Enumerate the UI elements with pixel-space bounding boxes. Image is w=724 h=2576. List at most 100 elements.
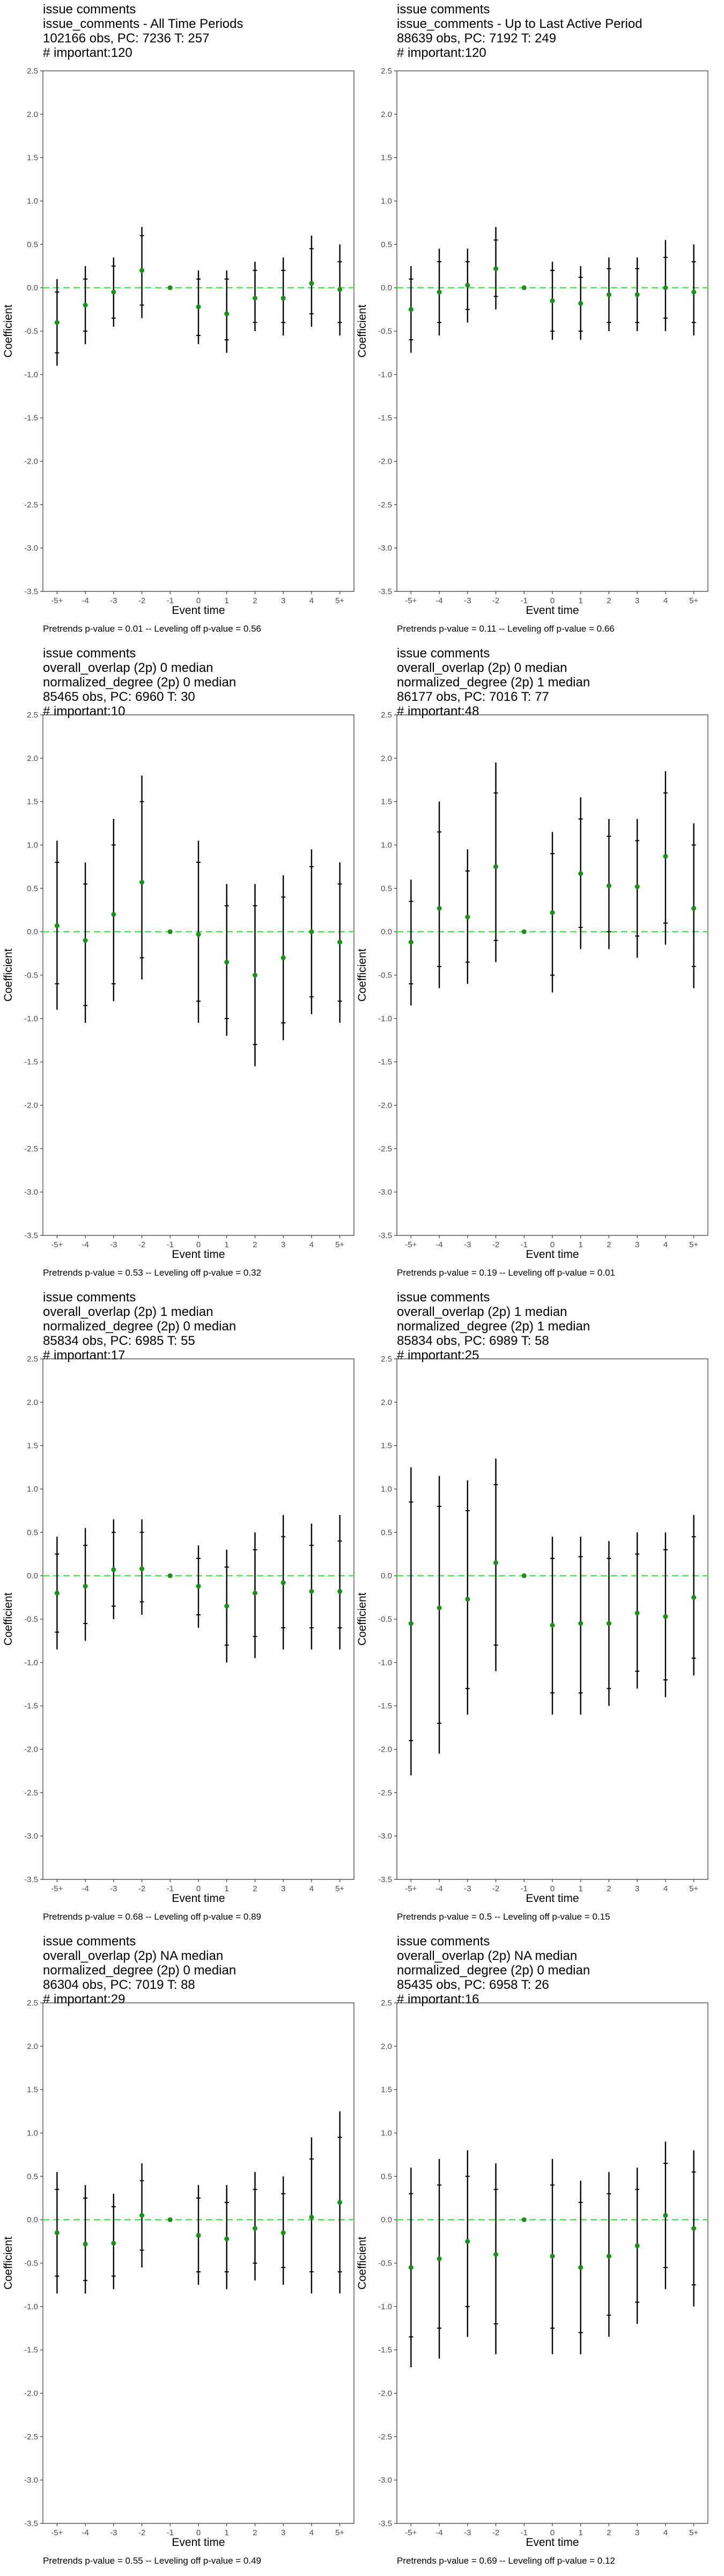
y-tick-label: -2.0 [378, 1101, 392, 1110]
estimate-point [196, 304, 201, 310]
estimate-point [493, 2252, 499, 2257]
y-tick-label: -3.5 [378, 1875, 392, 1884]
chart-title-line: # important:16 [397, 1992, 479, 2007]
y-tick-label: -1.5 [378, 1058, 392, 1067]
estimate-point [139, 880, 145, 885]
x-tick-label: 2 [253, 2528, 257, 2537]
x-tick-label: -3 [464, 1240, 471, 1249]
y-tick-label: 1.5 [381, 153, 392, 163]
y-tick-label: -1.0 [378, 1658, 392, 1667]
estimate-point [465, 914, 470, 920]
x-axis-title: Event time [526, 2536, 579, 2549]
x-tick-label: 5+ [689, 1884, 698, 1893]
y-tick-label: 0.0 [381, 1571, 392, 1580]
chart-plot-svg: 2.5 2.0 1.5 1.0 0.5 0.0 -0.5 -1.0 -1.5 -2.0 -2.5 -3… [2, 67, 354, 617]
y-tick-label: 2.0 [27, 754, 38, 763]
x-axis-title: Event time [172, 1892, 225, 1905]
chart-title-line: # important:120 [43, 46, 132, 60]
y-tick-label: 0.0 [381, 283, 392, 292]
x-tick-label: -2 [138, 2528, 145, 2537]
x-tick-label: 1 [225, 1884, 229, 1893]
estimate-point [578, 301, 583, 306]
estimate-point [280, 2230, 286, 2235]
y-tick-label: -1.5 [24, 2346, 38, 2355]
chart-plot-svg: 2.5 2.0 1.5 1.0 0.5 0.0 -0.5 -1.0 -1.5 -2.0 -2.5 -3… [2, 711, 354, 1261]
x-tick-label: 5+ [689, 596, 698, 605]
chart-title-line: overall_overlap (2p) 0 median [43, 661, 213, 675]
y-tick-label: 2.0 [27, 1398, 38, 1407]
y-tick-label: -1.5 [378, 1702, 392, 1711]
y-tick-label: 1.0 [381, 2129, 392, 2138]
estimate-point [408, 940, 413, 945]
estimate-point [663, 854, 668, 859]
y-tick-label: 2.5 [381, 1355, 392, 1364]
estimate-point [521, 2217, 527, 2222]
x-tick-label: -4 [435, 1240, 442, 1249]
estimate-point [337, 2200, 343, 2205]
y-tick-label: 0.0 [27, 1571, 38, 1580]
chart-panel: issue comments overall_overlap (2p) NA me… [354, 1932, 708, 2576]
x-tick-label: 0 [196, 596, 201, 605]
estimate-point [691, 906, 697, 911]
x-tick-label: -1 [521, 2528, 528, 2537]
estimate-point [252, 296, 257, 301]
estimate-point [606, 1621, 611, 1626]
x-tick-label: -4 [82, 1240, 88, 1249]
pvalue-footnote: Pretrends p-value = 0.69 -- Leveling off… [397, 2556, 615, 2566]
estimate-point [252, 972, 257, 978]
x-tick-label: 4 [663, 1240, 668, 1249]
estimate-point [111, 289, 116, 295]
x-tick-label: -2 [492, 1240, 499, 1249]
x-tick-label: 2 [253, 596, 257, 605]
estimate-point [521, 285, 527, 290]
y-tick-label: -2.0 [378, 2389, 392, 2398]
estimate-point [83, 1584, 88, 1589]
x-tick-label: 4 [309, 2528, 314, 2537]
x-tick-label: -2 [492, 2528, 499, 2537]
estimate-point [521, 1573, 527, 1578]
chart-title-line: issue comments [43, 1934, 136, 1949]
x-tick-label: -4 [82, 2528, 88, 2537]
y-tick-label: -3.0 [24, 1188, 38, 1197]
y-tick-label: -0.5 [378, 1615, 392, 1624]
y-tick-label: -3.5 [24, 1231, 38, 1240]
x-tick-label: -5+ [51, 1884, 63, 1893]
chart-title-line: issue comments [43, 2, 136, 17]
chart-title-line: # important:120 [397, 46, 486, 60]
x-tick-label: -5+ [405, 1884, 417, 1893]
y-tick-label: 1.0 [381, 841, 392, 850]
y-tick-label: -3.0 [378, 1832, 392, 1841]
estimate-point [606, 292, 611, 297]
chart-title-line: 85834 obs, PC: 6989 T: 58 [397, 1334, 549, 1348]
estimate-point [196, 1584, 201, 1589]
chart-plot-svg: 2.5 2.0 1.5 1.0 0.5 0.0 -0.5 -1.0 -1.5 -2.0 -2.5 -3… [356, 67, 708, 617]
x-tick-label: 5+ [335, 596, 344, 605]
estimate-point [663, 285, 668, 290]
y-tick-label: -3.0 [24, 1832, 38, 1841]
x-tick-label: 3 [635, 1240, 639, 1249]
chart-title-line: normalized_degree (2p) 0 median [43, 1963, 237, 1978]
y-tick-label: -0.5 [378, 971, 392, 980]
y-tick-label: 1.5 [27, 2085, 38, 2095]
x-tick-label: 2 [607, 2528, 611, 2537]
estimate-point [83, 303, 88, 308]
chart-title-line: issue_comments - All Time Periods [43, 17, 243, 31]
x-axis-title: Event time [526, 604, 579, 617]
chart-title-line: normalized_degree (2p) 0 median [43, 675, 237, 690]
x-tick-label: 3 [635, 1884, 639, 1893]
x-tick-label: -5+ [405, 596, 417, 605]
y-tick-label: -1.0 [378, 2302, 392, 2311]
y-axis-title: Coefficient [2, 1592, 14, 1645]
pvalue-footnote: Pretrends p-value = 0.5 -- Leveling off … [397, 1912, 610, 1922]
y-tick-label: -2.0 [378, 457, 392, 466]
y-tick-label: 1.0 [27, 841, 38, 850]
y-tick-label: -0.5 [24, 1615, 38, 1624]
estimate-point [54, 1591, 60, 1596]
y-tick-label: 1.0 [381, 197, 392, 206]
estimate-point [111, 2241, 116, 2246]
y-axis-title: Coefficient [356, 2236, 368, 2289]
estimate-point [309, 281, 314, 286]
x-tick-label: 5+ [335, 2528, 344, 2537]
y-tick-label: 2.0 [381, 110, 392, 119]
x-tick-label: -5+ [51, 1240, 63, 1249]
